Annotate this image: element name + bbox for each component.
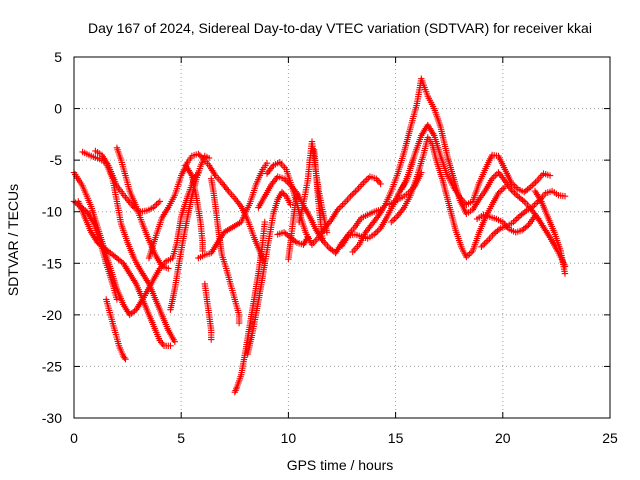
series-track-8 (145, 150, 268, 267)
series-track-24 (388, 134, 509, 261)
x-tick-label: 0 (70, 430, 78, 446)
y-tick-label: -10 (42, 204, 62, 220)
series-track-13 (201, 280, 215, 343)
series-track-12 (208, 175, 243, 327)
y-axis-label: SDTVAR / TECUs (5, 184, 21, 296)
y-tick-label: -20 (42, 307, 62, 323)
x-tick-label: 5 (177, 430, 185, 446)
y-tick-label: -15 (42, 255, 62, 271)
plot-frame (73, 56, 611, 419)
series-track-10 (182, 162, 206, 255)
series-track-29 (531, 187, 569, 277)
series-track-6 (92, 147, 163, 215)
x-tick-label: 10 (281, 430, 297, 446)
data-markers (70, 75, 569, 396)
series-track-25 (398, 121, 554, 208)
y-tick-label: 0 (54, 101, 62, 117)
x-tick-labels: 0 5 10 15 20 25 (70, 430, 618, 446)
y-tick-label: -25 (42, 358, 62, 374)
grid-lines (74, 57, 610, 418)
x-axis-label: GPS time / hours (287, 457, 394, 473)
series-track-26 (386, 169, 425, 208)
series-track-2 (70, 198, 121, 303)
axes (73, 56, 611, 419)
y-tick-label: -5 (50, 152, 63, 168)
series-track-20 (310, 146, 326, 244)
series-track-3 (103, 296, 129, 363)
series-track-21 (285, 191, 301, 263)
series-track-14 (231, 218, 268, 396)
x-tick-label: 25 (602, 430, 618, 446)
series-track-17 (263, 159, 384, 248)
series-track-7 (113, 144, 172, 272)
series-track-28 (473, 211, 539, 236)
y-tick-label: 5 (54, 49, 62, 65)
chart-title: Day 167 of 2024, Sidereal Day-to-day VTE… (88, 20, 592, 36)
y-tick-labels: -30 -25 -20 -15 -10 -5 0 5 (42, 49, 62, 426)
series-track-15 (244, 188, 294, 358)
series-track-4 (75, 198, 174, 349)
y-tick-label: -30 (42, 410, 62, 426)
x-tick-label: 20 (495, 430, 511, 446)
x-tick-label: 15 (388, 430, 404, 446)
series-track-23 (349, 75, 569, 270)
